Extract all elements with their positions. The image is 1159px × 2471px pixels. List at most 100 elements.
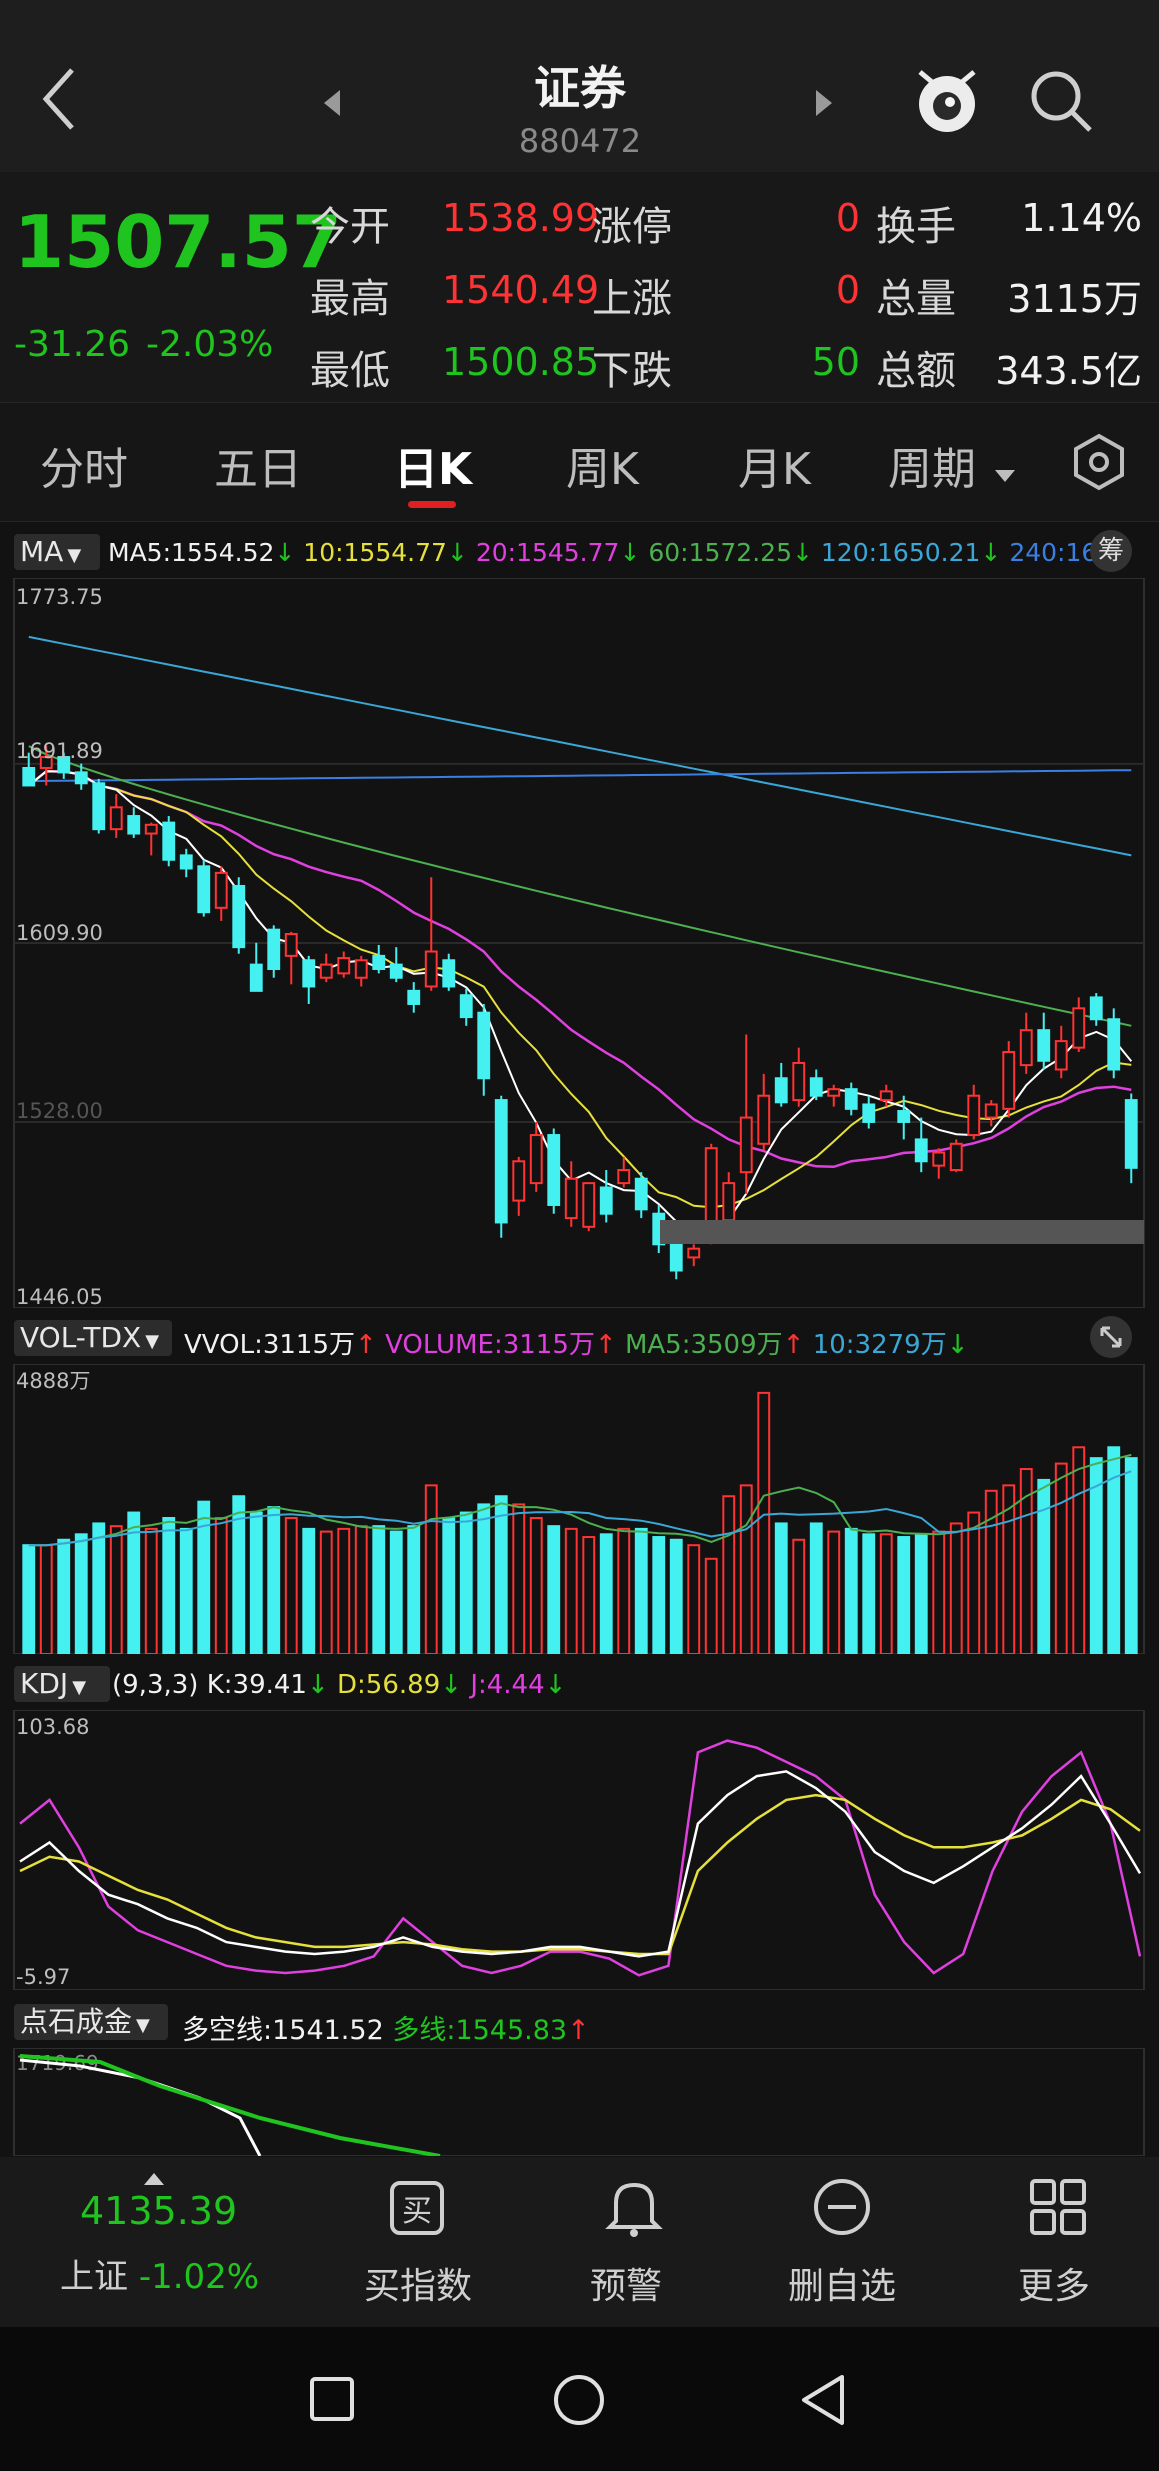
bell-icon <box>605 2182 663 2237</box>
volume-bar <box>809 1522 823 1654</box>
next-arrow-icon[interactable] <box>812 88 836 118</box>
volume-bar <box>827 1530 841 1654</box>
volume-bar <box>127 1511 141 1654</box>
buy-index-button[interactable]: 买 买指数 <box>350 2157 490 2327</box>
volume-bar <box>739 1484 753 1654</box>
kdj-indicator-selector[interactable]: KDJ ▼ <box>14 1666 110 1702</box>
volume-bar <box>162 1517 176 1654</box>
kdj-chart[interactable]: 103.68 -5.97 <box>0 1710 1159 1990</box>
home-icon[interactable] <box>552 2373 606 2427</box>
volume-bar <box>22 1544 36 1654</box>
page-title: 证券 <box>534 61 626 115</box>
k-axis-label-bottom: 1446.05 <box>16 1285 103 1308</box>
prev-arrow-icon[interactable] <box>320 88 344 118</box>
index-ticker[interactable]: 4135.39 上证 -1.02% <box>40 2157 270 2327</box>
candle <box>197 859 211 917</box>
kdj-k-value: K:39.41 <box>206 1670 307 1700</box>
amount-value: 343.5亿 <box>995 349 1142 393</box>
recent-apps-icon[interactable] <box>308 2375 356 2423</box>
candle <box>407 982 421 1013</box>
kdj-j-value: J:4.44 <box>470 1670 545 1700</box>
volume-bar <box>319 1530 333 1654</box>
volume-label: 总量 <box>876 276 956 322</box>
candle <box>249 942 263 992</box>
volume-bar <box>459 1511 473 1654</box>
ma5-value: MA5:1554.52 <box>108 538 275 567</box>
volume-bar <box>792 1538 806 1654</box>
kdj-selector-label: KDJ <box>20 1667 69 1700</box>
ma60-value: 60:1572.25 <box>648 538 792 567</box>
remove-watchlist-button[interactable]: 删自选 <box>780 2157 910 2327</box>
vol-indicator-selector[interactable]: VOL-TDX ▼ <box>14 1320 172 1356</box>
chip-distribution-button[interactable]: 筹 <box>1090 530 1132 572</box>
mascot-icon[interactable] <box>912 64 982 136</box>
candle <box>949 1139 963 1173</box>
candle <box>109 794 123 838</box>
candle <box>319 953 333 983</box>
turnover-label: 换手 <box>876 204 956 250</box>
high-label: 最高 <box>310 276 390 322</box>
period-tabs: 分时 五日 日K 周K 月K 周期 <box>0 402 1159 522</box>
tab-five-day[interactable]: 五日 <box>214 444 302 495</box>
grid-icon <box>1030 2179 1086 2235</box>
limit-up-label: 涨停 <box>592 204 672 250</box>
alert-button[interactable]: 预警 <box>580 2157 690 2327</box>
candle <box>302 955 316 1004</box>
kdj-d-line <box>19 1793 1141 1956</box>
price-change-pct: -2.03% <box>146 324 274 365</box>
more-button[interactable]: 更多 <box>1010 2157 1120 2327</box>
volume-bar <box>879 1533 893 1654</box>
ma-indicator-selector[interactable]: MA ▼ <box>14 534 100 570</box>
candle <box>424 877 438 991</box>
tab-daily-k[interactable]: 日K <box>394 444 473 495</box>
settings-hexagon-icon[interactable] <box>1068 431 1130 493</box>
search-icon[interactable] <box>1028 68 1094 134</box>
buy-index-label: 买指数 <box>364 2266 473 2307</box>
up-count-label: 上涨 <box>592 276 672 322</box>
volume-bar <box>144 1527 158 1654</box>
candle <box>232 877 246 954</box>
tab-intraday[interactable]: 分时 <box>40 444 128 495</box>
ma120-value: 120:1650.21 <box>820 538 981 567</box>
volume-chart[interactable]: 4888万 <box>0 1364 1159 1654</box>
candle <box>1124 1093 1138 1184</box>
index-change: 上证 -1.02% <box>60 2257 260 2297</box>
candle <box>57 752 71 779</box>
volume-bar <box>407 1525 421 1654</box>
candle <box>1072 997 1086 1053</box>
low-label: 最低 <box>310 348 390 394</box>
dscj-indicator-selector[interactable]: 点石成金 ▼ <box>14 2004 168 2040</box>
kdj-k-line <box>19 1770 1142 1958</box>
vol-ma10-value: 10:3279万 <box>812 1330 947 1360</box>
expand-icon[interactable] <box>1090 1316 1132 1358</box>
up-count-value: 0 <box>835 268 860 312</box>
tab-monthly-k[interactable]: 月K <box>738 444 811 495</box>
candle <box>459 988 473 1026</box>
volume-bar <box>967 1511 981 1654</box>
candle <box>442 953 456 991</box>
ma10-line <box>28 770 1132 1209</box>
open-value: 1538.99 <box>442 196 600 240</box>
candlestick-chart[interactable]: 1773.75 1691.89 1609.90 1528.00 1446.05 <box>0 578 1159 1308</box>
candle <box>582 1182 596 1232</box>
buy-icon: 买 <box>390 2181 444 2235</box>
tab-period-label: 周期 <box>888 444 976 495</box>
limit-up-value: 0 <box>835 196 860 240</box>
volume-bar <box>302 1527 316 1654</box>
candle <box>372 944 386 974</box>
kdj-params: (9,3,3) <box>112 1670 199 1700</box>
tab-weekly-k[interactable]: 周K <box>566 444 639 495</box>
dx-value: 多线:1545.83 <box>392 2015 568 2046</box>
last-price: 1507.57 <box>14 200 342 284</box>
back-nav-icon[interactable] <box>798 2373 848 2427</box>
candle <box>267 925 281 978</box>
volume-bar <box>1037 1478 1051 1654</box>
tab-period[interactable]: 周期 <box>888 433 1016 497</box>
volume-bar <box>984 1489 998 1654</box>
dscj-chart[interactable]: 1719.69 <box>0 2048 1159 2156</box>
candle <box>92 778 106 834</box>
back-icon[interactable] <box>40 66 80 132</box>
candle <box>1019 1012 1033 1074</box>
candle <box>792 1047 806 1107</box>
volume-bar <box>74 1533 88 1654</box>
